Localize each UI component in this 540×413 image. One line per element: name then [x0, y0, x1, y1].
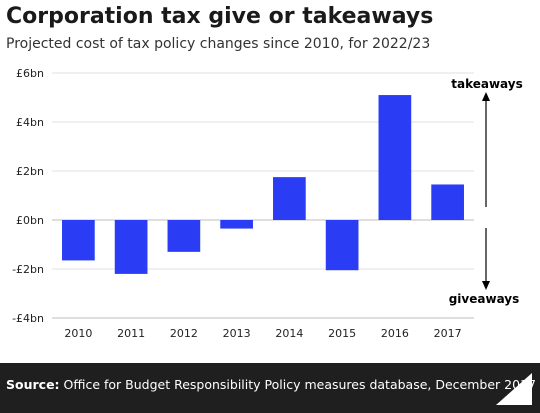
takeaways-arrowhead — [482, 92, 490, 101]
bar-chart: £6bn£4bn£2bn£0bn-£2bn-£4bn 2010 2011 2012 2… — [12, 67, 523, 340]
bar-2013 — [220, 220, 253, 229]
source-note: Source: Office for Budget Responsibility… — [6, 377, 536, 392]
x-tick-label: 2011 — [117, 327, 145, 340]
y-axis-labels: £6bn £4bn £2bn £0bn -£2bn -£4bn — [12, 67, 44, 325]
giveaways-arrowhead — [482, 281, 490, 290]
y-tick-label: £4bn — [16, 116, 44, 129]
x-tick-label: 2013 — [223, 327, 251, 340]
x-tick-label: 2016 — [381, 327, 409, 340]
bar-2017 — [431, 184, 464, 220]
bar-2010 — [62, 220, 95, 261]
y-tick-label: £0bn — [16, 214, 44, 227]
footer: Source: Office for Budget Responsibility… — [0, 363, 540, 413]
bar-2015 — [325, 220, 359, 271]
x-tick-label: 2015 — [328, 327, 356, 340]
y-tick-label: £6bn — [16, 67, 44, 80]
bars — [62, 95, 464, 274]
y-tick-label: £2bn — [16, 165, 44, 178]
full-fact-logo — [496, 373, 532, 405]
bar-2014 — [273, 177, 306, 220]
chart-title: Corporation tax give or takeaways — [6, 4, 434, 29]
source-text: Office for Budget Responsibility Policy … — [63, 377, 536, 392]
bar-2012 — [167, 220, 201, 252]
annotations: takeaways giveaways — [449, 77, 523, 306]
y-tick-label: -£2bn — [12, 263, 44, 276]
chart-subtitle: Projected cost of tax policy changes sin… — [6, 36, 431, 52]
bar-2016 — [378, 95, 412, 220]
bar-2011 — [114, 220, 148, 274]
x-tick-label: 2010 — [64, 327, 92, 340]
x-tick-label: 2012 — [170, 327, 198, 340]
giveaways-label: giveaways — [449, 292, 520, 306]
x-tick-label: 2017 — [434, 327, 462, 340]
x-tick-label: 2014 — [275, 327, 303, 340]
takeaways-label: takeaways — [451, 77, 523, 91]
x-axis-labels: 2010 2011 2012 2013 2014 2015 2016 2017 — [64, 327, 461, 340]
source-label: Source: — [6, 377, 60, 392]
y-tick-label: -£4bn — [12, 312, 44, 325]
